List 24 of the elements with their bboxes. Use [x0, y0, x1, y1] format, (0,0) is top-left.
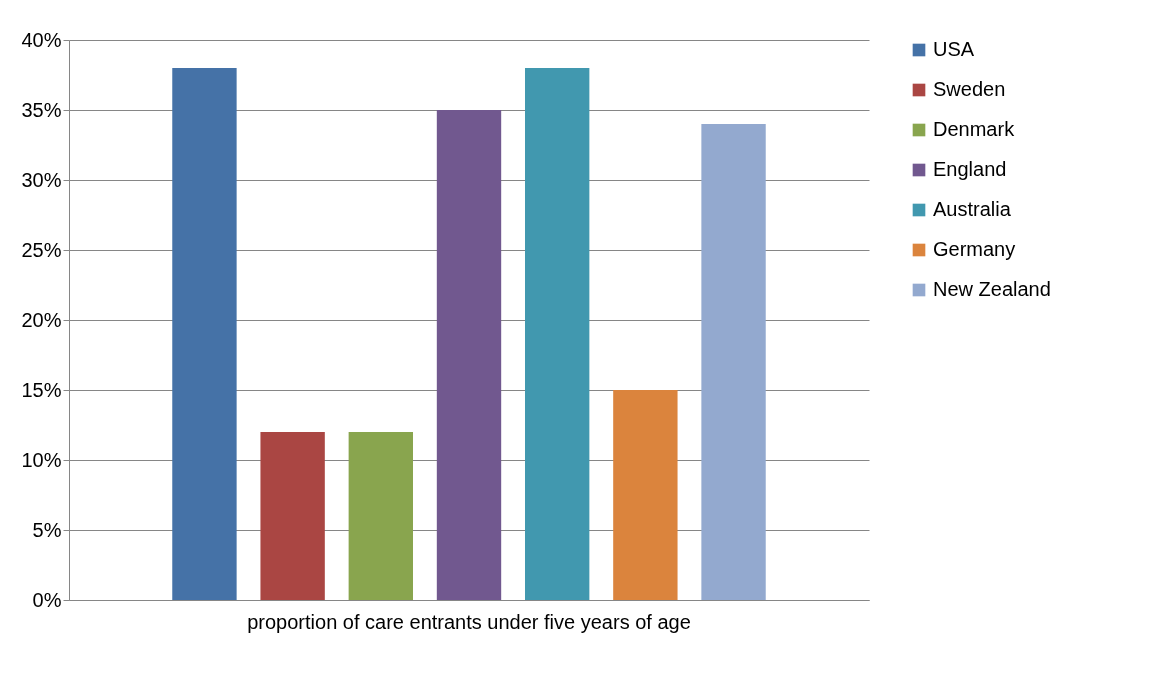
y-tick-label: 25%: [21, 238, 62, 261]
legend-label: USA: [933, 38, 975, 60]
bar: [613, 390, 678, 600]
y-tick-label: 35%: [21, 98, 62, 121]
legend-label: England: [933, 158, 1007, 180]
y-tick-label: 40%: [21, 28, 62, 51]
y-tick-label: 10%: [21, 448, 62, 471]
legend-label: New Zealand: [933, 278, 1051, 300]
legend-label: Germany: [933, 238, 1016, 260]
bar: [260, 432, 325, 600]
legend-label: Sweden: [933, 78, 1006, 100]
bar: [436, 110, 502, 600]
y-tick-label: 0%: [32, 588, 62, 611]
y-tick-label: 15%: [21, 378, 62, 401]
bar: [172, 68, 237, 600]
bar: [525, 68, 590, 600]
x-tick-label: proportion of care entrants under five years of age: [247, 610, 691, 633]
legend-label: Australia: [933, 198, 1012, 220]
bar: [701, 124, 766, 600]
y-tick-label: 5%: [32, 518, 62, 541]
y-tick-label: 30%: [21, 168, 62, 191]
bar: [348, 432, 413, 600]
legend-label: Denmark: [933, 118, 1016, 140]
y-tick-label: 20%: [21, 308, 62, 331]
